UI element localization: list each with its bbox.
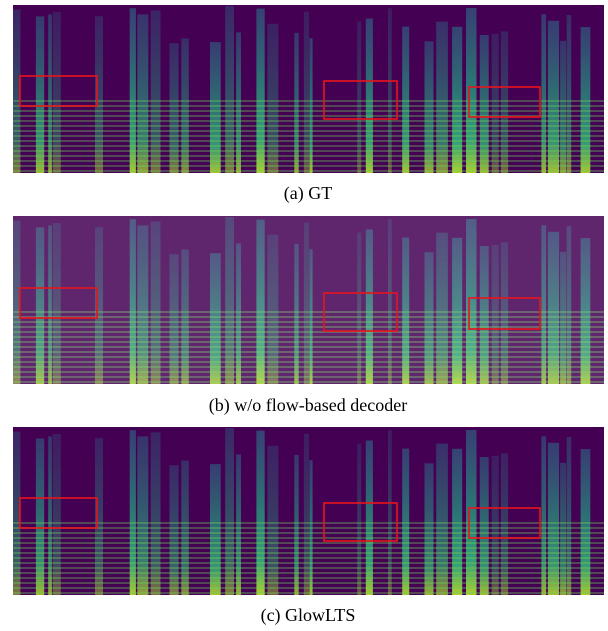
highlight-box bbox=[468, 86, 541, 118]
spectrogram bbox=[13, 216, 604, 384]
spectrogram bbox=[13, 5, 604, 173]
highlight-box bbox=[323, 292, 398, 332]
highlight-box bbox=[323, 80, 398, 120]
panel-c: (c) GlowLTS bbox=[13, 427, 604, 626]
caption: (b) w/o flow-based decoder bbox=[209, 395, 407, 416]
highlight-box bbox=[19, 75, 98, 107]
highlight-box bbox=[468, 507, 541, 539]
caption: (a) GT bbox=[284, 183, 332, 204]
highlight-box bbox=[323, 502, 398, 542]
panel-b: (b) w/o flow-based decoder bbox=[13, 216, 604, 416]
highlight-box bbox=[19, 497, 98, 529]
highlight-box bbox=[468, 297, 541, 330]
caption: (c) GlowLTS bbox=[261, 605, 356, 626]
highlight-box bbox=[19, 287, 98, 319]
spectrogram bbox=[13, 427, 604, 595]
panel-a: (a) GT bbox=[13, 5, 604, 204]
